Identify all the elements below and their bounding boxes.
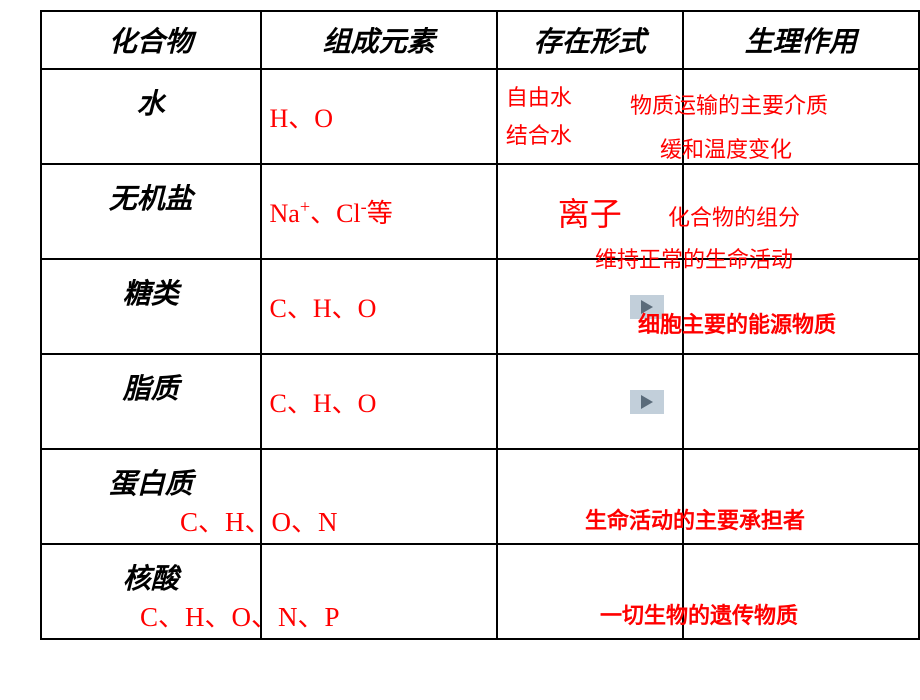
header-elements: 组成元素 <box>261 11 497 69</box>
nucleic-elements: C、H、O、N、P <box>140 595 340 634</box>
lipid-form-cell <box>497 354 683 449</box>
salt-name: 无机盐 <box>41 164 261 259</box>
header-row: 化合物 组成元素 存在形式 生理作用 <box>41 11 919 69</box>
water-elements-cell: H、O <box>261 69 497 164</box>
salt-function-1: 化合物的组分 <box>668 200 800 232</box>
lipid-elements-cell: C、H、O <box>261 354 497 449</box>
salt-form: 离子 <box>558 196 622 232</box>
water-function-2: 缓和温度变化 <box>660 132 792 164</box>
salt-elements-cell: Na+、Cl-等 <box>261 164 497 259</box>
header-form: 存在形式 <box>497 11 683 69</box>
water-elements: H、O <box>270 104 334 133</box>
lipid-function-cell <box>683 354 919 449</box>
sugar-elements-cell: C、H、O <box>261 259 497 354</box>
play-icon[interactable] <box>630 390 664 414</box>
protein-function: 生命活动的主要承担者 <box>585 503 805 535</box>
lipid-name: 脂质 <box>41 354 261 449</box>
salt-elements: Na+、Cl-等 <box>270 199 393 228</box>
salt-function-2: 维持正常的生命活动 <box>595 242 793 274</box>
table-container: 化合物 组成元素 存在形式 生理作用 水 H、O 自由水 结合水 无机盐 Na+… <box>0 10 920 700</box>
water-form-2: 结合水 <box>506 117 674 154</box>
nucleic-function: 一切生物的遗传物质 <box>600 598 798 630</box>
protein-elements: C、H、O、N <box>180 500 338 539</box>
sugar-function: 细胞主要的能源物质 <box>638 307 836 339</box>
header-function: 生理作用 <box>683 11 919 69</box>
water-function-1: 物质运输的主要介质 <box>630 88 828 120</box>
sugar-name: 糖类 <box>41 259 261 354</box>
sugar-elements: C、H、O <box>270 294 377 323</box>
water-name: 水 <box>41 69 261 164</box>
row-lipid: 脂质 C、H、O <box>41 354 919 449</box>
header-compound: 化合物 <box>41 11 261 69</box>
lipid-elements: C、H、O <box>270 389 377 418</box>
